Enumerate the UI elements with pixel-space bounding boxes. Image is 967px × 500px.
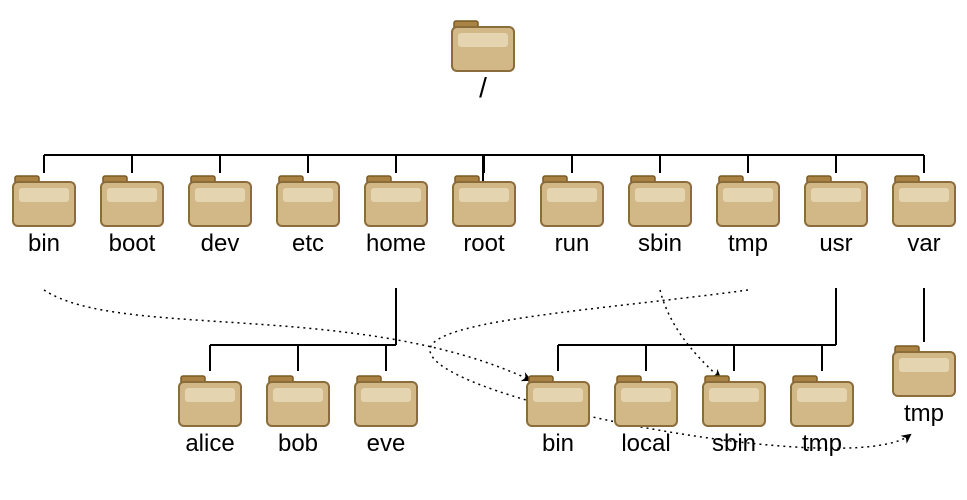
label-var: var bbox=[907, 230, 940, 257]
label-dev: dev bbox=[201, 230, 240, 257]
folder-local bbox=[615, 376, 677, 426]
folder-usbin bbox=[703, 376, 765, 426]
folder-sbin bbox=[629, 176, 691, 226]
folder-var bbox=[893, 176, 955, 226]
label-etc: etc bbox=[292, 230, 324, 257]
label-home: home bbox=[366, 230, 426, 257]
folder-usr bbox=[805, 176, 867, 226]
label-vtmp: tmp bbox=[904, 400, 944, 427]
folder-utmp bbox=[791, 376, 853, 426]
folder-bin bbox=[13, 176, 75, 226]
label-run: run bbox=[555, 230, 590, 257]
label-bin: bin bbox=[28, 230, 60, 257]
label-local: local bbox=[621, 430, 670, 457]
label-bob: bob bbox=[278, 430, 318, 457]
label-usr: usr bbox=[819, 230, 852, 257]
label-rootd: root bbox=[463, 230, 505, 257]
label-ubin: bin bbox=[542, 430, 574, 457]
label-alice: alice bbox=[185, 430, 234, 457]
label-sbin: sbin bbox=[638, 230, 682, 257]
label-root: / bbox=[479, 72, 487, 103]
folder-ubin bbox=[527, 376, 589, 426]
folder-bob bbox=[267, 376, 329, 426]
label-tmp: tmp bbox=[728, 230, 768, 257]
folder-root bbox=[452, 21, 514, 71]
label-eve: eve bbox=[367, 430, 406, 457]
folder-tmp bbox=[717, 176, 779, 226]
folder-boot bbox=[101, 176, 163, 226]
label-usbin: sbin bbox=[712, 430, 756, 457]
folder-home bbox=[365, 176, 427, 226]
label-utmp: tmp bbox=[802, 430, 842, 457]
folder-rootd bbox=[453, 176, 515, 226]
folder-eve bbox=[355, 376, 417, 426]
folder-dev bbox=[189, 176, 251, 226]
folder-etc bbox=[277, 176, 339, 226]
folder-alice bbox=[179, 376, 241, 426]
folder-run bbox=[541, 176, 603, 226]
folder-vtmp bbox=[893, 346, 955, 396]
label-boot: boot bbox=[109, 230, 156, 257]
